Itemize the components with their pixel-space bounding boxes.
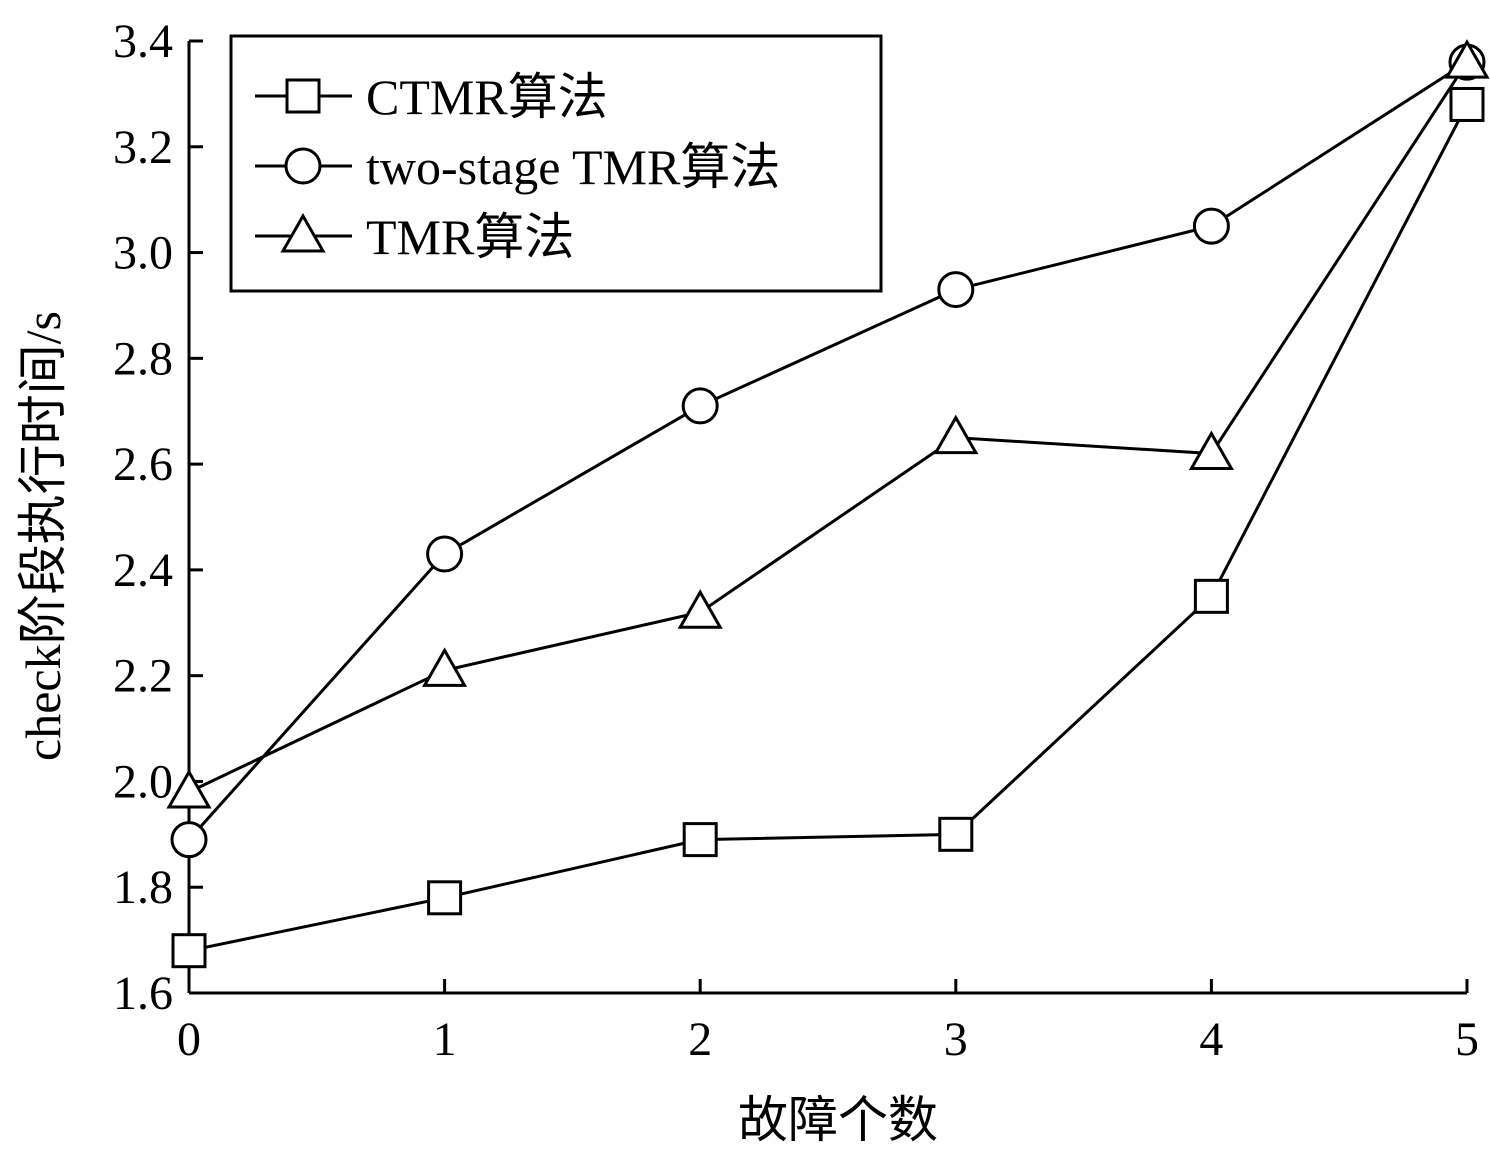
y-tick-label: 3.0	[113, 227, 173, 280]
x-tick-label: 1	[433, 1013, 457, 1066]
x-tick-label: 2	[688, 1013, 712, 1066]
legend-item: CTMR算法	[255, 69, 608, 125]
data-point-triangle	[422, 647, 468, 687]
y-tick-label: 3.4	[113, 15, 173, 68]
x-tick-label: 4	[1199, 1013, 1223, 1066]
x-axis-title: 故障个数	[738, 1092, 938, 1148]
legend-label: TMR算法	[366, 209, 574, 265]
data-point-circle	[426, 535, 464, 573]
legend-box	[229, 34, 883, 293]
x-tick-label: 0	[177, 1013, 201, 1066]
data-point-circle	[681, 387, 719, 425]
data-point-square	[938, 816, 974, 852]
data-point-square	[171, 933, 207, 969]
series-square	[171, 86, 1485, 969]
y-tick-label: 1.8	[113, 861, 173, 914]
data-point-square	[1449, 86, 1485, 122]
data-point-circle	[937, 271, 975, 309]
series-line	[188, 103, 1469, 953]
y-tick-label: 2.0	[113, 755, 173, 808]
axes: 1.6 1.8 2.0 2.2 2.4 2.6 2.8 3.0 3.2 3.4 0 1 2 3 4 5	[113, 15, 1479, 1066]
data-point-square	[427, 880, 463, 916]
data-point-square	[1193, 578, 1229, 614]
y-tick-label: 2.4	[113, 544, 173, 597]
legend: CTMR算法 two-stage TMR算法 TMR算法	[229, 34, 883, 293]
legend-marker-triangle	[280, 212, 326, 253]
series-line	[188, 61, 1469, 794]
data-point-triangle	[1444, 39, 1490, 79]
y-tick-label: 2.8	[113, 332, 173, 385]
data-point-triangle	[1188, 430, 1234, 471]
legend-label: CTMR算法	[366, 69, 608, 125]
series-triangle	[166, 39, 1490, 809]
y-tick-label: 2.6	[113, 438, 173, 491]
data-point-square	[682, 822, 718, 858]
series-circle	[170, 43, 1486, 859]
series-line	[187, 60, 1468, 841]
legend-item: TMR算法	[255, 209, 574, 265]
y-tick-label: 1.6	[113, 967, 173, 1020]
y-tick-label: 2.2	[113, 650, 173, 703]
y-axis-title: check阶段执行时间/s	[15, 311, 71, 761]
data-point-triangle	[933, 414, 979, 455]
x-tick-label: 5	[1455, 1013, 1479, 1066]
legend-marker-square	[285, 78, 321, 114]
y-tick-label: 3.2	[113, 121, 173, 174]
data-point-triangle	[677, 589, 723, 629]
data-point-circle	[170, 821, 208, 859]
data-point-circle	[1192, 207, 1230, 245]
data-point-triangle	[166, 768, 212, 809]
legend-marker-circle	[284, 147, 322, 185]
legend-item: two-stage TMR算法	[255, 139, 780, 195]
series-layer	[166, 39, 1490, 969]
legend-label: two-stage TMR算法	[366, 139, 780, 195]
x-tick-label: 3	[944, 1013, 968, 1066]
